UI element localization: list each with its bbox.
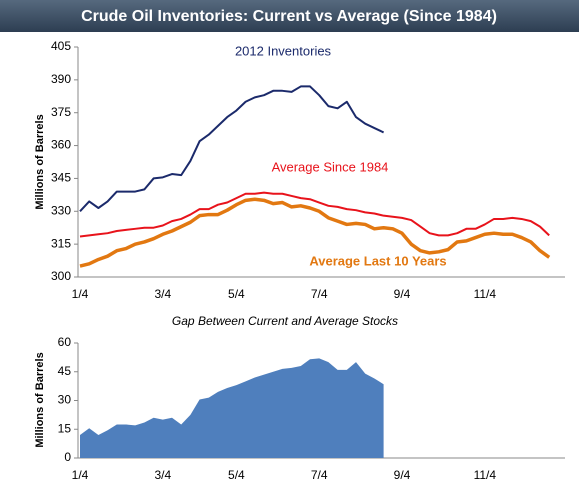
line <box>79 85 385 212</box>
y-tick-label: 315 <box>51 236 71 250</box>
y-tick-label: 375 <box>51 105 71 119</box>
x-tick-label: 5/4 <box>228 287 245 301</box>
x-tick-label: 5/4 <box>228 468 245 482</box>
y-tick-label: 360 <box>51 138 71 152</box>
x-tick-label: 7/4 <box>311 468 328 482</box>
x-tick-label: 11/4 <box>474 468 497 482</box>
y-tick-label: 330 <box>51 203 71 217</box>
line <box>79 191 550 238</box>
x-tick-label: 1/4 <box>72 287 89 301</box>
y-tick-label: 405 <box>51 39 71 53</box>
x-tick-label: 1/4 <box>72 468 89 482</box>
line <box>79 197 551 268</box>
y-tick-label: 345 <box>51 171 71 185</box>
area <box>80 358 384 458</box>
y-axis-label: Millions of Barrels <box>34 114 46 209</box>
header-bar <box>0 0 579 32</box>
y-axis-label: Millions of Barrels <box>34 352 46 447</box>
y-tick-label: 30 <box>58 393 72 407</box>
series-label: Average Since 1984 <box>272 159 389 174</box>
y-tick-label: 45 <box>58 364 72 378</box>
x-tick-label: 7/4 <box>311 287 328 301</box>
y-tick-label: 60 <box>58 335 72 349</box>
x-tick-label: 11/4 <box>474 287 497 301</box>
y-tick-label: 300 <box>51 269 71 283</box>
series-label: 2012 Inventories <box>235 43 332 58</box>
x-tick-label: 9/4 <box>394 468 411 482</box>
y-tick-label: 15 <box>58 421 72 435</box>
series-label: Average Last 10 Years <box>309 253 446 268</box>
x-tick-label: 9/4 <box>394 287 411 301</box>
x-tick-label: 3/4 <box>154 287 171 301</box>
y-tick-label: 0 <box>64 450 71 464</box>
x-tick-label: 3/4 <box>154 468 171 482</box>
y-tick-label: 390 <box>51 72 71 86</box>
chart-subtitle: Gap Between Current and Average Stocks <box>172 314 398 328</box>
page-title: Crude Oil Inventories: Current vs Averag… <box>81 8 497 25</box>
